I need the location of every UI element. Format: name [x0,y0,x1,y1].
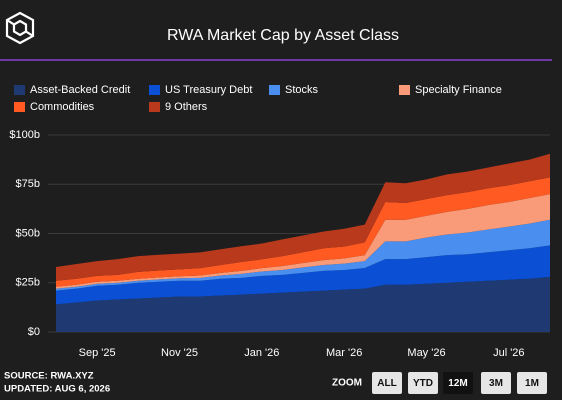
legend-swatch [269,85,280,95]
y-tick-label: $50b [16,227,40,239]
zoom-button[interactable]: 12M [443,372,473,394]
zoom-button[interactable]: YTD [408,372,438,394]
legend-label: Asset-Backed Credit [30,84,130,96]
x-tick-label: Nov '25 [161,347,198,359]
legend-label: Commodities [30,101,95,113]
zoom-button-label[interactable]: 1M [525,378,539,389]
area [56,194,550,289]
legend-label: US Treasury Debt [165,84,252,96]
zoom-button-label[interactable]: YTD [413,378,433,389]
zoom-button-bg [481,372,511,394]
chart-title: RWA Market Cap by Asset Class [167,27,399,44]
area [56,245,550,305]
zoom-button-label[interactable]: ALL [377,378,396,389]
y-tick-label: $25b [16,277,40,289]
zoom-button-label[interactable]: 3M [489,378,503,389]
x-tick-label: Jul '26 [493,347,524,359]
x-tick-label: Sep '25 [79,347,116,359]
y-tick-label: $100b [9,129,40,141]
zoom-button-bg [372,372,402,394]
area [56,153,550,281]
zoom-button[interactable]: ALL [372,372,402,394]
area [56,177,550,287]
zoom-button-bg [408,372,438,394]
legend-swatch [149,85,160,95]
updated: UPDATED: AUG 6, 2026 [4,384,110,395]
legend-swatch [149,102,160,112]
zoom-button-bg [517,372,547,394]
x-tick-label: Jan '26 [244,347,279,359]
zoom-label: ZOOM [332,378,362,389]
legend-label: 9 Others [165,101,208,113]
zoom-button-bg [443,372,473,394]
legend-swatch [14,85,25,95]
legend-swatch [14,102,25,112]
legend-label: Stocks [285,84,319,96]
logo [5,11,35,45]
source: SOURCE: RWA.XYZ [4,371,94,382]
zoom-button[interactable]: 1M [517,372,547,394]
x-tick-label: May '26 [407,347,445,359]
zoom-button-label[interactable]: 12M [448,378,467,389]
y-tick-label: $75b [16,178,40,190]
y-tick-label: $0 [28,326,40,338]
area [56,276,550,332]
zoom-button[interactable]: 3M [481,372,511,394]
legend-swatch [399,85,410,95]
x-tick-label: Mar '26 [326,347,362,359]
legend-label: Specialty Finance [415,84,502,96]
